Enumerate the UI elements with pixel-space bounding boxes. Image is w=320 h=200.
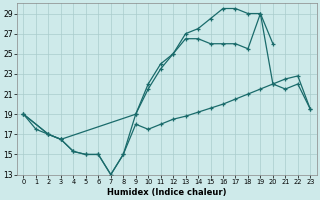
X-axis label: Humidex (Indice chaleur): Humidex (Indice chaleur) [107,188,227,197]
